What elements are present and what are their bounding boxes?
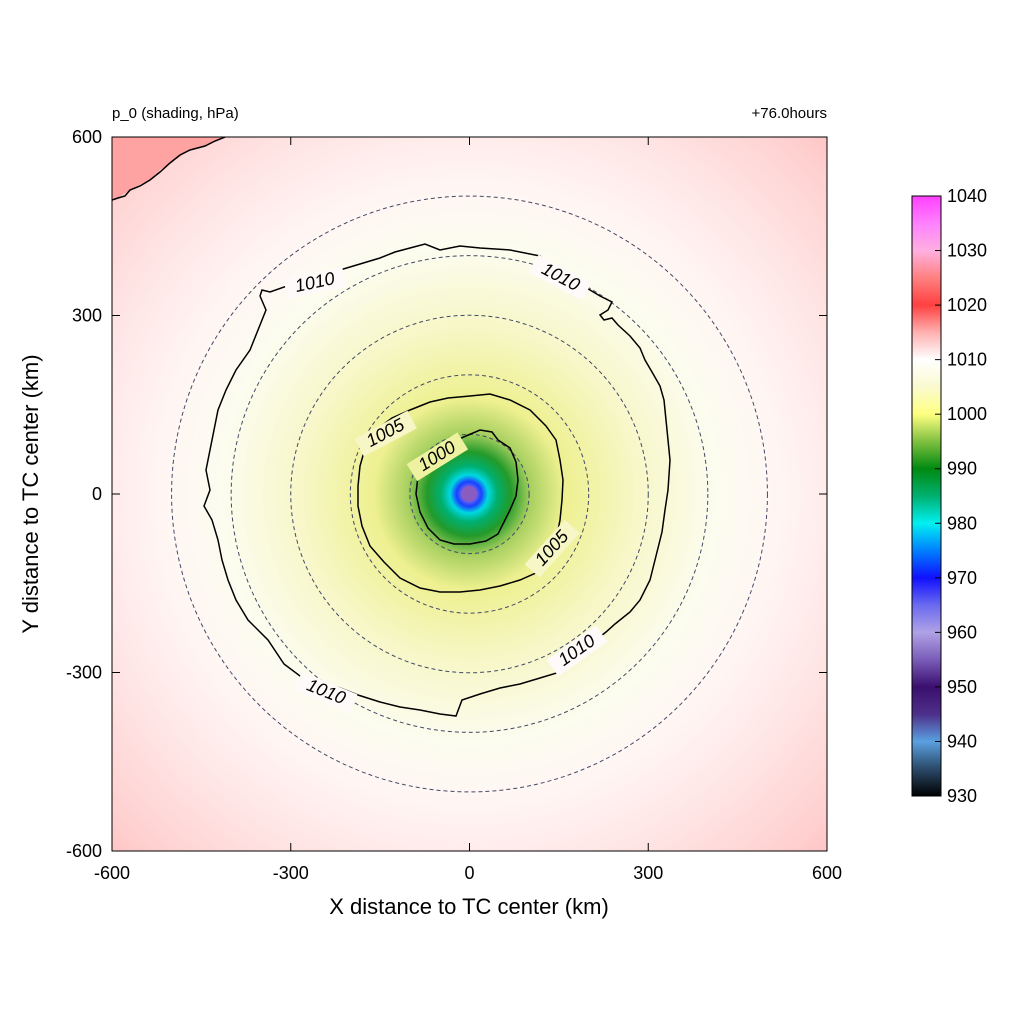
y-tick-label: -600 — [66, 841, 102, 861]
colorbar-tick-label: 1020 — [947, 295, 987, 315]
colorbar-ticks: 1040 1030 1020 1010 1000 990 980 970 960 950 940 93… — [935, 186, 987, 806]
contour-1010 — [203, 243, 671, 717]
colorbar-tick-label: 1040 — [947, 186, 987, 206]
x-tick-label: 600 — [812, 863, 842, 883]
plot-title-right: +76.0hours — [752, 105, 827, 122]
range-ring — [349, 374, 590, 614]
range-ring — [171, 195, 768, 793]
pressure-field — [112, 137, 827, 851]
y-tick-label: 0 — [92, 484, 102, 504]
colorbar-tick-label: 940 — [947, 731, 977, 751]
colorbar — [911, 195, 942, 797]
y-tick-label: -300 — [66, 663, 102, 683]
y-axis-label: Y distance to TC center (km) — [18, 354, 43, 633]
y-tick-label: 300 — [72, 306, 102, 326]
range-rings — [171, 195, 768, 793]
high-pressure-corner — [112, 137, 225, 200]
tc-center — [461, 486, 477, 502]
colorbar-tick-label: 950 — [947, 677, 977, 697]
x-tick-label: 0 — [464, 863, 474, 883]
contour-1010-corner — [112, 137, 226, 201]
colorbar-tick-label: 1030 — [947, 241, 987, 261]
colorbar-tick-label: 1010 — [947, 350, 987, 370]
colorbar-tick-label: 1000 — [947, 404, 987, 424]
y-axis-ticks: 600 300 0 -300 -600 — [66, 127, 827, 861]
x-axis-label: X distance to TC center (km) — [329, 894, 609, 919]
x-axis-ticks: -600 -300 0 300 600 — [94, 137, 842, 883]
y-tick-label: 600 — [72, 127, 102, 147]
plot-title-left: p_0 (shading, hPa) — [112, 105, 239, 122]
colorbar-tick-label: 990 — [947, 459, 977, 479]
colorbar-tick-label: 980 — [947, 513, 977, 533]
contour-1000 — [415, 429, 519, 545]
colorbar-tick-label: 960 — [947, 622, 977, 642]
x-tick-label: -300 — [273, 863, 309, 883]
colorbar-tick-label: 970 — [947, 568, 977, 588]
range-ring — [290, 314, 649, 674]
colorbar-tick-label: 930 — [947, 786, 977, 806]
x-tick-label: -600 — [94, 863, 130, 883]
range-ring — [230, 255, 709, 733]
x-tick-label: 300 — [633, 863, 663, 883]
